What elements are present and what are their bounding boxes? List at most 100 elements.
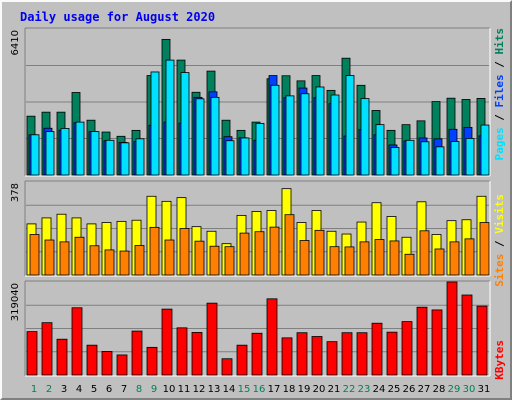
bar-pages-day-9 <box>150 71 160 176</box>
bar-sites-day-7 <box>119 250 130 276</box>
x-tick-label-day-31: 31 <box>478 384 491 395</box>
bar-kbytes-day-18 <box>281 337 293 376</box>
bar-pages-day-12 <box>195 98 205 176</box>
bar-kbytes-day-8 <box>131 330 143 376</box>
x-tick-label-day-10: 10 <box>163 384 176 395</box>
bar-sites-day-5 <box>89 245 100 276</box>
legend-label-kbytes: KBytes <box>493 340 506 380</box>
bar-kbytes-day-10 <box>161 308 173 376</box>
x-tick-label-day-29: 29 <box>448 384 461 395</box>
x-tick-label-day-16: 16 <box>253 384 266 395</box>
x-tick-label-day-20: 20 <box>313 384 326 395</box>
legend-label-visits: Visits <box>493 194 506 234</box>
x-tick-label-day-17: 17 <box>268 384 281 395</box>
bar-sites-day-9 <box>149 226 160 276</box>
bar-sites-day-28 <box>434 248 445 276</box>
x-tick-label-day-4: 4 <box>76 384 82 395</box>
bar-kbytes-day-6 <box>101 351 113 376</box>
bar-kbytes-day-15 <box>236 344 248 376</box>
x-tick-label-day-7: 7 <box>121 384 127 395</box>
bar-kbytes-day-31 <box>476 305 488 376</box>
bar-sites-day-31 <box>479 222 490 276</box>
x-tick-label-day-12: 12 <box>193 384 206 395</box>
bar-sites-day-1 <box>29 234 40 276</box>
bar-pages-day-6 <box>105 139 115 176</box>
x-tick-label-day-23: 23 <box>358 384 371 395</box>
bar-pages-day-16 <box>255 122 265 176</box>
bar-kbytes-day-26 <box>401 321 413 376</box>
y-tick-label: 6410 <box>10 30 21 55</box>
bar-pages-day-14 <box>225 140 235 176</box>
bar-pages-day-17 <box>270 84 280 176</box>
y-tick-label: 319040 <box>10 283 21 321</box>
x-tick-label-day-11: 11 <box>178 384 191 395</box>
bar-kbytes-day-24 <box>371 322 383 376</box>
bar-pages-day-10 <box>165 59 175 176</box>
bar-kbytes-day-19 <box>296 332 308 376</box>
bar-kbytes-day-13 <box>206 302 218 376</box>
bar-sites-day-6 <box>104 249 115 276</box>
bar-sites-day-30 <box>464 238 475 276</box>
bar-kbytes-day-4 <box>71 307 83 376</box>
bar-sites-day-22 <box>344 246 355 276</box>
bar-sites-day-18 <box>284 214 295 276</box>
x-tick-label-day-28: 28 <box>433 384 446 395</box>
bar-kbytes-day-14 <box>221 358 233 376</box>
bar-sites-day-24 <box>374 239 385 276</box>
bar-pages-day-2 <box>45 131 55 176</box>
legend-label-files: Files <box>493 74 506 107</box>
bar-sites-day-3 <box>59 241 70 276</box>
x-tick-label-day-18: 18 <box>283 384 296 395</box>
bar-kbytes-day-27 <box>416 306 428 376</box>
bar-kbytes-day-30 <box>461 294 473 376</box>
x-tick-label-day-30: 30 <box>463 384 476 395</box>
x-tick-label-day-14: 14 <box>223 384 236 395</box>
bar-pages-day-26 <box>405 139 415 176</box>
bar-pages-day-18 <box>285 95 295 176</box>
x-tick-label-day-13: 13 <box>208 384 221 395</box>
bar-pages-day-1 <box>30 134 40 176</box>
bar-sites-day-23 <box>359 241 370 276</box>
bar-sites-day-15 <box>239 232 250 276</box>
x-tick-label-day-1: 1 <box>31 384 37 395</box>
x-tick-label-day-6: 6 <box>106 384 112 395</box>
bar-kbytes-day-11 <box>176 327 188 376</box>
bar-sites-day-12 <box>194 240 205 276</box>
x-tick-label-day-8: 8 <box>136 384 142 395</box>
bar-sites-day-27 <box>419 230 430 276</box>
bar-sites-day-2 <box>44 239 55 276</box>
bar-kbytes-day-12 <box>191 332 203 376</box>
bar-sites-day-20 <box>314 229 325 276</box>
bar-pages-day-25 <box>390 147 400 176</box>
bar-sites-day-25 <box>389 240 400 276</box>
bar-sites-day-17 <box>269 226 280 276</box>
legend-hits-files-pages: Pages / Files / Hits <box>493 28 506 161</box>
x-tick-label-day-15: 15 <box>238 384 251 395</box>
bar-kbytes-day-5 <box>86 344 98 376</box>
bar-pages-day-11 <box>180 72 190 176</box>
bar-pages-day-3 <box>60 128 70 176</box>
bar-kbytes-day-23 <box>356 332 368 376</box>
x-tick-label-day-9: 9 <box>151 384 157 395</box>
x-tick-label-day-3: 3 <box>61 384 67 395</box>
legend-label-pages: Pages <box>493 127 506 160</box>
bar-sites-day-29 <box>449 241 460 276</box>
bar-pages-day-19 <box>300 93 310 176</box>
bar-pages-day-5 <box>90 131 100 176</box>
x-tick-label-day-26: 26 <box>403 384 416 395</box>
bar-kbytes-day-25 <box>386 331 398 376</box>
bar-kbytes-day-1 <box>26 331 38 376</box>
bar-pages-day-22 <box>345 75 355 176</box>
legend-visits-sites: Sites / Visits <box>493 194 506 287</box>
bar-kbytes-day-3 <box>56 338 68 376</box>
bar-sites-day-16 <box>254 231 265 276</box>
x-tick-label-day-19: 19 <box>298 384 311 395</box>
legend-kbytes: KBytes <box>493 340 506 380</box>
bar-kbytes-day-22 <box>341 332 353 376</box>
x-tick-label-day-21: 21 <box>328 384 341 395</box>
bar-pages-day-28 <box>435 146 445 176</box>
bar-kbytes-day-21 <box>326 341 338 376</box>
bar-kbytes-day-2 <box>41 322 53 376</box>
bar-sites-day-4 <box>74 236 85 276</box>
bar-pages-day-8 <box>135 138 145 176</box>
